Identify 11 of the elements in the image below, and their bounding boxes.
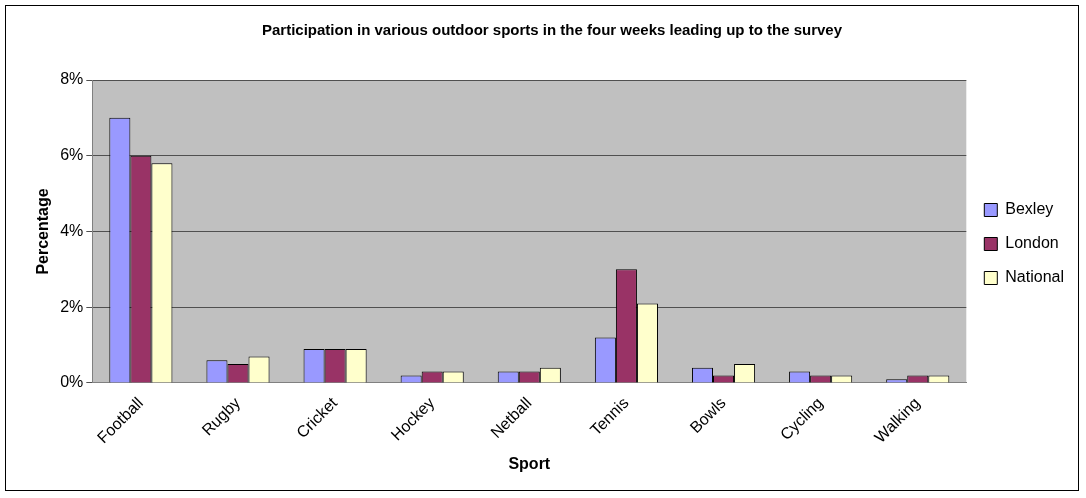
y-tick-label: 4% xyxy=(60,221,84,239)
legend-label: Bexley xyxy=(1005,200,1054,218)
legend-label: National xyxy=(1005,268,1064,286)
y-tick-label: 6% xyxy=(60,146,84,164)
chart-title: Participation in various outdoor sports in the four weeks leading up to the survey xyxy=(261,21,843,39)
legend-label: London xyxy=(1005,234,1059,252)
y-axis-title: Percentage xyxy=(34,188,52,275)
x-axis-title: Sport xyxy=(508,454,551,472)
y-tick-label: 0% xyxy=(60,373,84,391)
y-tick-label: 2% xyxy=(60,297,84,315)
y-tick-label: 8% xyxy=(60,70,84,88)
